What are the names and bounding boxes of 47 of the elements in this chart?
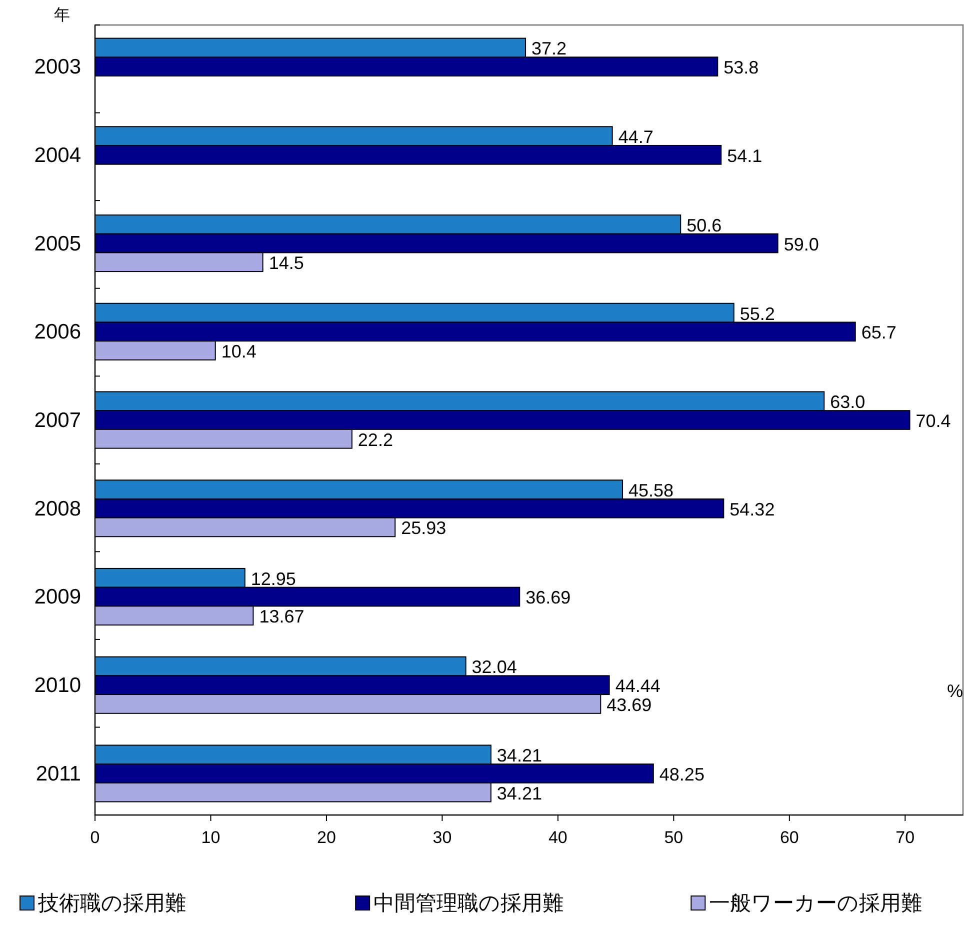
data-label: 43.69 — [606, 694, 652, 715]
y-axis-title: 年 — [54, 7, 70, 24]
data-label: 32.04 — [472, 657, 517, 678]
legend-label: 中間管理職の採用難 — [374, 892, 564, 915]
data-label: 59.0 — [784, 234, 819, 254]
x-tick-label: 10 — [201, 828, 220, 847]
y-tick-label: 2006 — [34, 320, 81, 344]
legend-label: 技術職の採用難 — [37, 892, 186, 915]
data-label: 65.7 — [861, 322, 896, 343]
data-label: 44.7 — [618, 127, 654, 148]
data-label: 34.21 — [496, 783, 542, 804]
data-label: 25.93 — [401, 518, 446, 538]
y-tick-label: 2011 — [36, 762, 81, 786]
data-label: 14.5 — [268, 253, 304, 274]
data-label: 55.2 — [740, 304, 775, 324]
x-tick-label: 60 — [780, 828, 799, 847]
x-axis-title: % — [946, 681, 964, 701]
data-label: 12.95 — [250, 568, 296, 589]
y-tick-label: 2007 — [34, 409, 81, 432]
x-tick-label: 30 — [432, 828, 452, 847]
data-label: 37.2 — [532, 38, 567, 59]
y-tick-label: 2005 — [34, 232, 81, 256]
x-tick-label: 0 — [90, 828, 100, 847]
y-tick-label: 2010 — [34, 674, 81, 698]
x-tick-label: 20 — [317, 828, 336, 847]
data-label: 63.0 — [830, 392, 866, 412]
data-label: 70.4 — [916, 411, 951, 431]
data-label: 10.4 — [221, 341, 256, 362]
x-tick-label: 40 — [548, 828, 568, 847]
data-label: 45.58 — [628, 480, 674, 501]
y-tick-label: 2004 — [34, 144, 82, 167]
data-label: 53.8 — [724, 58, 759, 78]
data-label: 36.69 — [526, 588, 571, 608]
y-tick-label: 2003 — [34, 56, 81, 79]
legend-label: 一般ワーカーの採用難 — [709, 892, 922, 915]
data-label: 54.32 — [730, 499, 775, 520]
data-label: 22.2 — [358, 430, 393, 450]
data-label: 13.67 — [259, 606, 304, 627]
data-label: 34.21 — [496, 746, 542, 766]
data-label: 48.25 — [659, 764, 704, 784]
x-tick-label: 50 — [664, 828, 684, 847]
x-tick-label: 70 — [896, 828, 915, 847]
data-label: 50.6 — [686, 215, 722, 236]
y-tick-label: 2008 — [34, 497, 81, 520]
y-tick-label: 2009 — [34, 586, 81, 609]
data-label: 54.1 — [727, 146, 762, 166]
data-label: 44.44 — [615, 676, 660, 696]
